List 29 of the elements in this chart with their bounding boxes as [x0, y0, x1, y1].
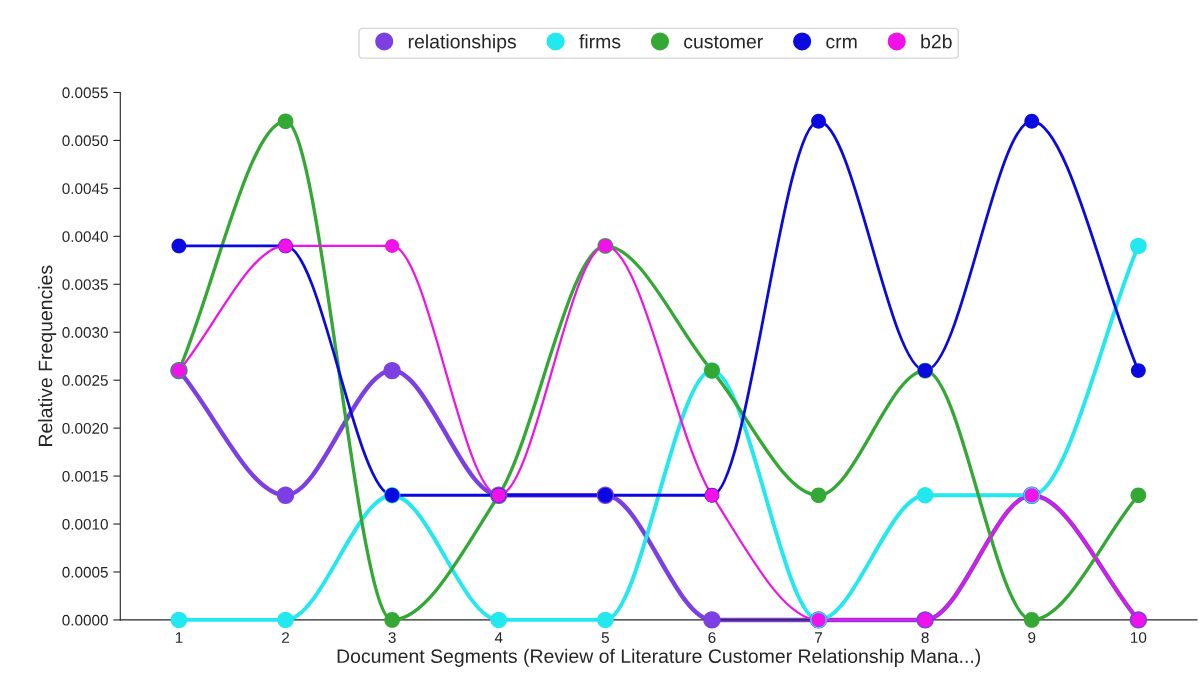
y-tick-label: 0.0020 [62, 422, 108, 434]
x-tick-label: 4 [494, 632, 503, 643]
x-axis-title: Document Segments (Review of Literature Customer Relationship Mana...) [337, 648, 981, 667]
y-tick-label: 0.0040 [62, 231, 108, 243]
legend-label: crm [826, 37, 857, 49]
y-axis-title: Relative Frequencies [38, 265, 57, 446]
x-tick-label: 9 [1028, 632, 1036, 643]
y-tick-label: 0.0025 [62, 375, 108, 386]
y-tick-label: 0.0015 [62, 470, 108, 482]
x-tick-label: 2 [282, 632, 290, 643]
y-tick-label: 0.0045 [62, 183, 108, 195]
legend-label: customer [684, 35, 763, 49]
y-tick-label: 0.0035 [62, 279, 108, 290]
x-tick-label: 1 [175, 632, 183, 643]
y-tick-label: 0.0005 [62, 566, 108, 578]
y-tick-label: 0.0055 [62, 87, 108, 99]
y-tick-label: 0.0050 [62, 135, 108, 147]
x-tick-label: 10 [1131, 632, 1147, 643]
legend-label: relationships [408, 34, 517, 53]
x-tick-label: 3 [388, 632, 396, 643]
y-tick-label: 0.0010 [62, 518, 108, 530]
x-tick-label: 8 [921, 632, 929, 643]
x-tick-label: 7 [815, 632, 823, 643]
x-tick-label: 6 [708, 632, 716, 643]
x-tick-label: 5 [601, 632, 609, 643]
legend-label: firms [579, 34, 621, 49]
y-tick-label: 0.0000 [62, 614, 108, 626]
legend-label: b2b [921, 34, 952, 49]
y-tick-label: 0.0030 [62, 327, 108, 338]
